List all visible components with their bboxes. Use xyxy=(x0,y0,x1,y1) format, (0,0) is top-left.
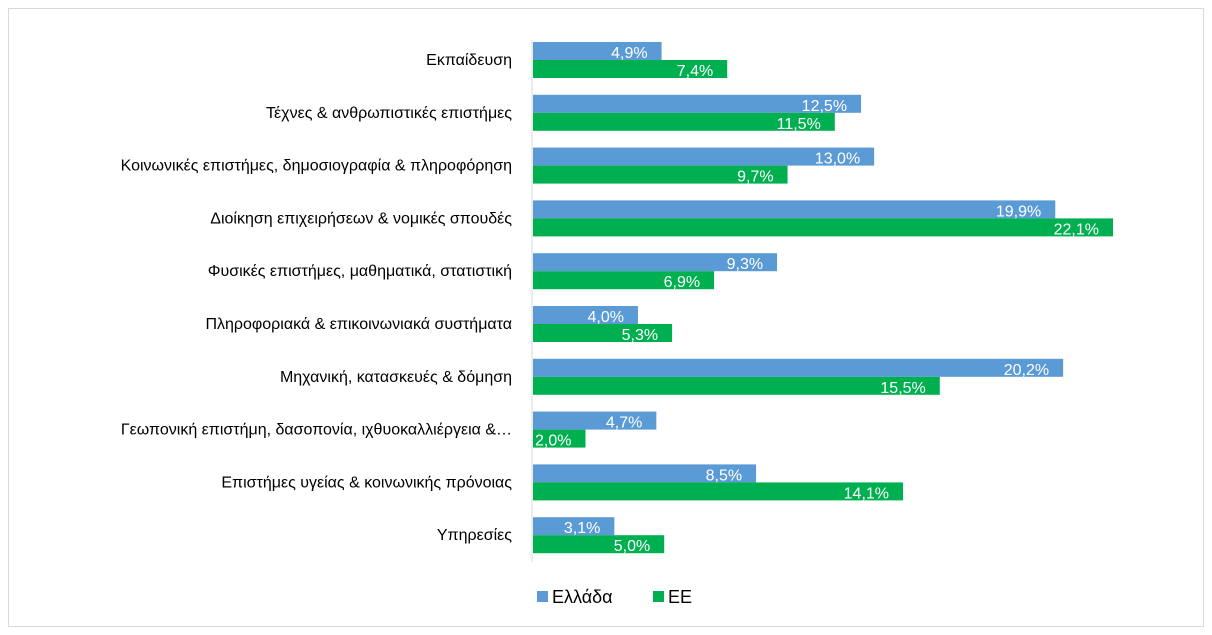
category-label: Πληροφοριακά & επικοινωνιακά συστήματα xyxy=(205,316,512,333)
data-label: 9,7% xyxy=(737,169,773,186)
category-label: Κοινωνικές επιστήμες, δημοσιογραφία & πλ… xyxy=(121,158,512,175)
legend-swatch xyxy=(537,591,548,602)
bar-eu xyxy=(533,60,728,78)
bar-eu xyxy=(533,112,835,131)
bar-eu xyxy=(533,535,665,554)
bar-greece xyxy=(533,253,778,272)
data-label: 5,3% xyxy=(622,327,658,344)
data-label: 4,7% xyxy=(606,415,642,432)
bar-greece xyxy=(533,306,638,324)
data-label: 15,5% xyxy=(880,380,925,397)
data-label: 8,5% xyxy=(706,467,742,484)
data-label: 14,1% xyxy=(844,485,889,502)
bar-greece xyxy=(533,94,862,113)
bar-greece xyxy=(533,42,662,60)
bar-eu xyxy=(533,271,715,290)
data-label: 4,9% xyxy=(611,45,647,62)
legend-label: Ελλάδα xyxy=(552,587,613,607)
data-label: 11,5% xyxy=(777,116,821,133)
bar-eu xyxy=(533,376,940,395)
data-label: 22,1% xyxy=(1054,221,1099,238)
data-label: 19,9% xyxy=(996,203,1041,220)
category-label: Εκπαίδευση xyxy=(426,52,512,69)
bar-greece xyxy=(533,517,615,536)
bar-greece xyxy=(533,147,875,166)
data-label: 6,9% xyxy=(664,274,700,291)
category-label: Φυσικές επιστήμες, μαθηματικά, στατιστικ… xyxy=(208,263,512,280)
legend-label: ΕΕ xyxy=(668,587,692,607)
category-label: Υπηρεσίες xyxy=(437,527,512,544)
bar-greece xyxy=(533,200,1056,219)
bar-eu xyxy=(533,429,586,448)
data-label: 3,1% xyxy=(564,520,600,537)
data-label: 20,2% xyxy=(1004,362,1049,379)
data-label: 2,0% xyxy=(535,433,571,450)
data-label: 13,0% xyxy=(815,151,860,168)
data-label: 7,4% xyxy=(677,63,713,80)
data-label: 4,0% xyxy=(588,309,624,326)
data-label: 5,0% xyxy=(614,538,650,555)
category-label: Γεωπονική επιστήμη, δασοπονία, ιχθυοκαλλ… xyxy=(121,422,512,439)
bar-greece xyxy=(533,358,1064,377)
bar-greece xyxy=(533,464,757,483)
category-label: Επιστήμες υγείας & κοινωνικής πρόνοιας xyxy=(221,474,512,491)
bar-eu xyxy=(533,324,673,342)
category-label: Μηχανική, κατασκευές & δόμηση xyxy=(280,369,512,386)
bar-eu xyxy=(533,218,1113,237)
data-label: 12,5% xyxy=(802,98,847,115)
bar-greece xyxy=(533,411,657,430)
category-label: Τέχνες & ανθρωπιστικές επιστήμες xyxy=(266,105,512,122)
bar-eu xyxy=(533,165,788,184)
category-label: Διοίκηση επιχειρήσεων & νομικές σπουδές xyxy=(210,210,512,227)
data-label: 9,3% xyxy=(727,256,763,273)
legend-swatch xyxy=(653,591,664,602)
bar-eu xyxy=(533,482,904,501)
